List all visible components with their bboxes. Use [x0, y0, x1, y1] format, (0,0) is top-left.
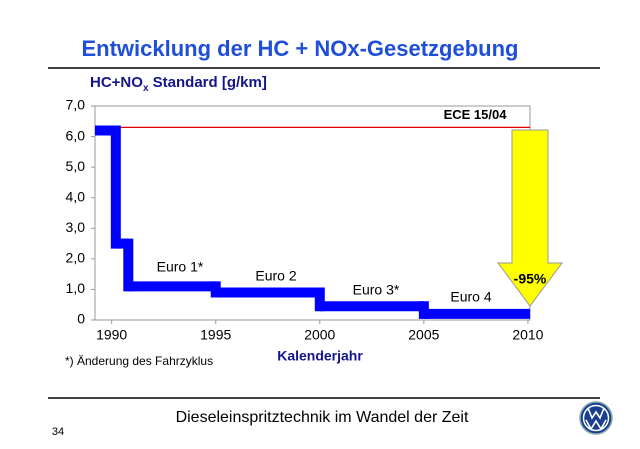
phase-label: Euro 4 [450, 289, 491, 305]
y-tick-label: 7,0 [66, 97, 86, 113]
x-tick-label: 1995 [200, 327, 231, 343]
reduction-label: -95% [514, 271, 547, 287]
y-tick-label: 0 [77, 311, 85, 327]
footer-text: Dieseleinspritztechnik im Wandel der Zei… [176, 409, 469, 426]
y-axis-title: HC+NOx Standard [g/km] [90, 74, 267, 94]
y-tick-label: 3,0 [66, 219, 86, 235]
y-tick-label: 4,0 [66, 188, 86, 204]
chart-title: Entwicklung der HC + NOx-Gesetzgebung [81, 36, 518, 61]
y-tick-label: 2,0 [66, 250, 86, 266]
y-axis-title-sub: x [143, 83, 149, 94]
reduction-arrow [497, 129, 563, 307]
phase-label: Euro 3* [353, 282, 400, 298]
x-tick-label: 2000 [304, 327, 335, 343]
y-tick-label: 5,0 [66, 158, 86, 174]
y-axis-title-part: Standard [g/km] [149, 74, 267, 91]
phase-label: Euro 1* [157, 259, 204, 275]
page-number: 34 [52, 426, 64, 438]
x-axis-title: Kalenderjahr [277, 348, 363, 364]
y-tick-label: 1,0 [66, 280, 86, 296]
y-axis-title-part: HC+NO [90, 74, 143, 91]
reference-label: ECE 15/04 [444, 107, 508, 122]
x-tick-label: 2010 [512, 327, 543, 343]
x-tick-label: 2005 [408, 327, 439, 343]
phase-label: Euro 2 [255, 268, 296, 284]
vw-logo [579, 401, 613, 435]
x-tick-label: 1990 [96, 327, 127, 343]
footnote: *) Änderung des Fahrzyklus [65, 354, 213, 368]
y-tick-label: 6,0 [66, 127, 86, 143]
